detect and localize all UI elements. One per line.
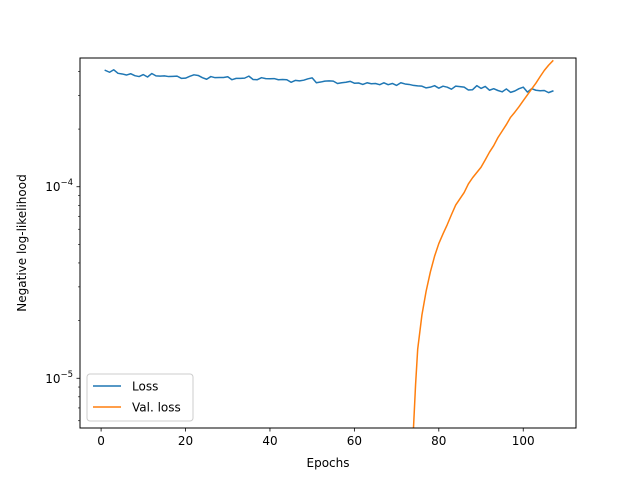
series-line-val-loss [412, 59, 554, 428]
y-tick-label: 10−5 [45, 370, 73, 386]
series-line-loss [104, 69, 554, 94]
y-axis-label: Negative log-likelihood [15, 174, 29, 311]
legend-label-val-loss: Val. loss [132, 401, 181, 415]
legend-label-loss: Loss [132, 380, 158, 394]
x-tick-label: 80 [431, 434, 446, 448]
axes-frame [79, 57, 577, 429]
x-axis-label: Epochs [307, 456, 350, 470]
y-tick-label: 10−4 [45, 178, 73, 194]
legend: Loss Val. loss [86, 373, 194, 422]
plot-area [80, 58, 576, 428]
x-axis-ticks: 0 20 40 60 80 100 [97, 428, 535, 448]
x-tick-label: 0 [97, 434, 105, 448]
x-tick-label: 60 [347, 434, 362, 448]
x-tick-label: 40 [262, 434, 277, 448]
series-layer [104, 59, 554, 428]
y-axis-ticks: 10−5 10−4 [45, 71, 80, 422]
x-tick-label: 20 [178, 434, 193, 448]
x-tick-label: 100 [512, 434, 535, 448]
